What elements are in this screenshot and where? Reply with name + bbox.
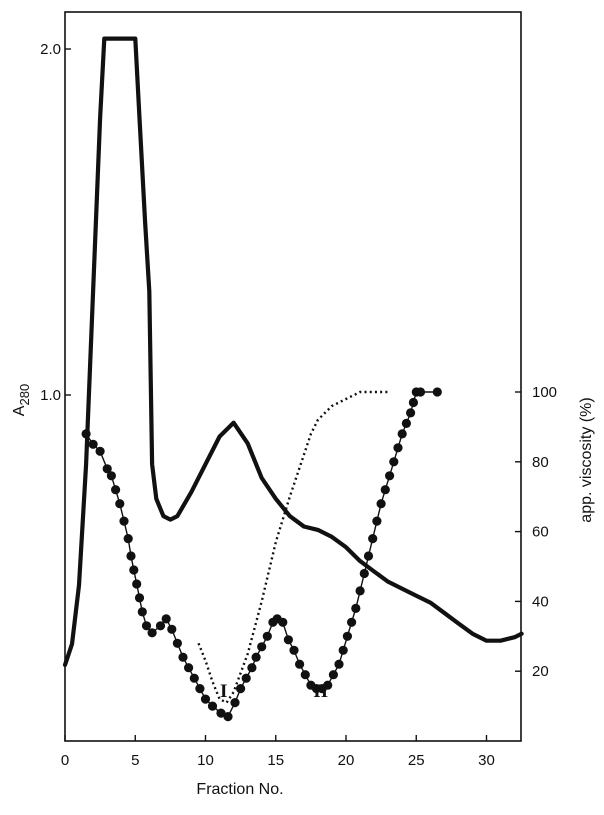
x-axis-title: Fraction No. <box>196 781 283 798</box>
viscosity-data-point <box>432 387 442 397</box>
right-tick-label: 40 <box>532 593 549 610</box>
right-tick-label: 80 <box>532 454 549 471</box>
viscosity-data-point <box>126 551 136 561</box>
viscosity-data-point <box>406 408 416 418</box>
viscosity-data-point <box>328 670 338 680</box>
viscosity-data-point <box>393 443 403 453</box>
viscosity-data-point <box>359 568 369 579</box>
viscosity-data-point <box>342 631 352 641</box>
viscosity-data-point <box>223 712 233 722</box>
viscosity-data-point <box>334 659 344 669</box>
viscosity-data-point <box>155 621 166 631</box>
x-tick-label: 10 <box>197 752 214 769</box>
viscosity-data-point <box>216 708 226 718</box>
dotted-viscosity-curve <box>197 390 389 705</box>
x-tick-label: 0 <box>61 752 69 769</box>
viscosity-data-point <box>172 638 182 648</box>
viscosity-data-point <box>380 485 390 495</box>
viscosity-data-point <box>123 534 133 544</box>
x-tick-label: 25 <box>408 752 425 769</box>
viscosity-data-point <box>115 499 125 509</box>
viscosity-data-point <box>119 516 129 526</box>
viscosity-data-point <box>88 439 98 449</box>
viscosity-data-point <box>385 471 395 481</box>
x-tick-label: 30 <box>478 752 495 769</box>
viscosity-data-point <box>338 645 348 655</box>
viscosity-data-point <box>167 624 177 634</box>
left-axis-title: A280 <box>11 384 32 416</box>
viscosity-data-point <box>134 593 145 603</box>
viscosity-data-point <box>184 663 194 673</box>
viscosity-data-point <box>236 684 246 694</box>
viscosity-data-point <box>372 516 382 526</box>
viscosity-curve-line <box>85 391 438 718</box>
left-axis-title-subscript: 280 <box>17 384 32 406</box>
viscosity-data-point <box>102 464 112 474</box>
viscosity-data-point <box>363 551 374 561</box>
viscosity-data-point <box>408 397 418 408</box>
viscosity-data-point <box>81 429 91 439</box>
viscosity-data-point <box>129 565 139 575</box>
right-tick-label: 100 <box>532 384 557 401</box>
viscosity-data-point <box>141 621 152 631</box>
viscosity-data-point <box>355 586 365 596</box>
viscosity-data-point <box>295 659 305 669</box>
viscosity-data-point <box>95 446 105 456</box>
viscosity-data-point <box>147 628 157 638</box>
viscosity-data-point <box>300 670 310 680</box>
viscosity-data-point <box>247 663 257 673</box>
viscosity-data-point <box>376 499 386 509</box>
viscosity-data-point <box>137 607 147 617</box>
viscosity-data-point <box>401 418 411 428</box>
viscosity-data-point <box>397 429 407 439</box>
viscosity-data-point <box>111 485 121 495</box>
viscosity-data-point <box>415 387 426 397</box>
series-layer <box>62 36 524 722</box>
right-tick-label: 60 <box>532 524 549 541</box>
peak-label: II <box>313 681 328 702</box>
viscosity-data-point <box>289 645 299 655</box>
viscosity-data-point <box>389 457 399 467</box>
x-tick-label: 5 <box>131 752 139 769</box>
left-axis-title-main: A <box>11 405 28 416</box>
absorbance-curve <box>62 36 524 667</box>
x-tick-label: 20 <box>338 752 355 769</box>
viscosity-data-point <box>178 652 188 662</box>
viscosity-data-point <box>257 642 267 652</box>
viscosity-data-point <box>251 652 261 662</box>
left-tick-label: 1.0 <box>40 387 61 404</box>
annotations: I II <box>220 681 328 702</box>
viscosity-data-point <box>195 684 205 694</box>
viscosity-data-point <box>262 631 272 641</box>
viscosity-data-point <box>161 614 171 624</box>
plot-frame <box>64 11 522 742</box>
viscosity-data-point <box>347 617 357 627</box>
x-tick-label: 15 <box>267 752 284 769</box>
right-tick-label: 20 <box>532 663 549 680</box>
viscosity-data-point <box>189 673 199 683</box>
right-axis-title: app. viscosity (%) <box>578 397 595 522</box>
viscosity-data-point <box>351 603 361 614</box>
viscosity-data-point <box>207 701 218 711</box>
viscosity-data-point <box>200 694 211 704</box>
viscosity-data-point <box>132 579 142 589</box>
viscosity-data-point <box>368 534 378 544</box>
left-tick-label: 2.0 <box>40 41 61 58</box>
viscosity-data-point <box>283 635 293 645</box>
viscosity-data-point <box>106 471 116 481</box>
peak-label: I <box>220 681 227 702</box>
viscosity-data-point <box>323 680 333 690</box>
viscosity-data-point <box>278 617 288 627</box>
viscosity-data-point <box>241 673 251 683</box>
viscosity-data-point <box>230 698 240 708</box>
ticks: 0 5 10 15 20 25 30 1.0 2.0 20 40 60 80 100 <box>40 41 557 769</box>
